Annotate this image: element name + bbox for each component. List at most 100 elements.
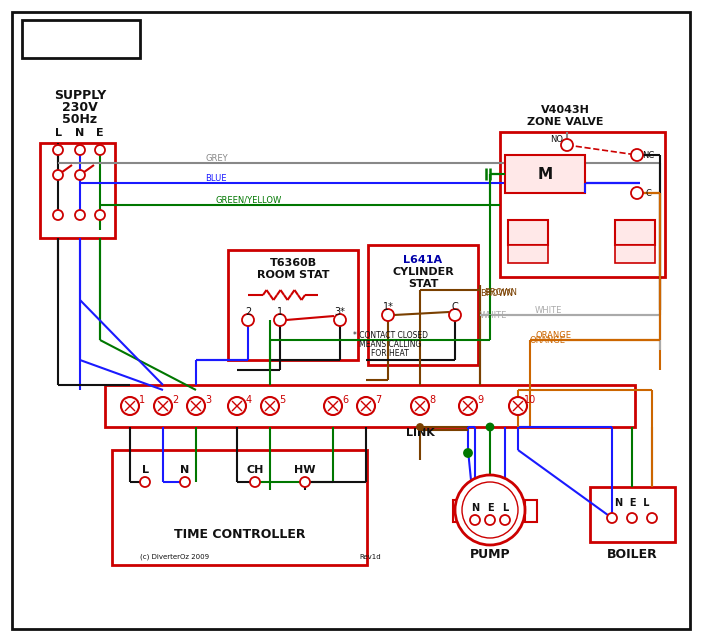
Text: L641A: L641A xyxy=(404,255,442,265)
Circle shape xyxy=(382,309,394,321)
Bar xyxy=(105,385,635,427)
Text: NO: NO xyxy=(550,135,564,144)
Text: 2: 2 xyxy=(245,307,251,317)
Circle shape xyxy=(250,477,260,487)
Circle shape xyxy=(242,314,254,326)
Text: Rev1d: Rev1d xyxy=(359,554,380,560)
Text: 50Hz: 50Hz xyxy=(62,113,98,126)
Circle shape xyxy=(53,170,63,180)
Text: 3: 3 xyxy=(205,395,211,405)
Circle shape xyxy=(417,424,423,430)
Text: 1: 1 xyxy=(139,395,145,405)
Text: BLUE: BLUE xyxy=(205,174,227,183)
Text: C: C xyxy=(645,188,651,197)
Text: E: E xyxy=(486,503,494,513)
Circle shape xyxy=(53,145,63,155)
Bar xyxy=(508,245,548,263)
Bar xyxy=(112,450,367,565)
Bar xyxy=(525,500,537,522)
Text: * CONTACT CLOSED: * CONTACT CLOSED xyxy=(352,331,428,340)
Text: ROOM STAT: ROOM STAT xyxy=(257,270,329,280)
Text: HW: HW xyxy=(294,465,316,475)
Circle shape xyxy=(464,449,472,457)
Circle shape xyxy=(187,397,205,415)
Text: CH: CH xyxy=(246,465,264,475)
Text: N: N xyxy=(75,128,85,138)
Circle shape xyxy=(53,210,63,220)
Bar xyxy=(22,20,140,58)
Bar xyxy=(40,143,115,238)
Circle shape xyxy=(95,145,105,155)
Text: PUMP: PUMP xyxy=(470,549,510,562)
Bar xyxy=(615,220,655,245)
Text: FOR HEAT: FOR HEAT xyxy=(371,349,409,358)
Text: T6360B: T6360B xyxy=(270,258,317,268)
Text: 4: 4 xyxy=(246,395,252,405)
Circle shape xyxy=(357,397,375,415)
Circle shape xyxy=(75,210,85,220)
Text: V4043H: V4043H xyxy=(541,105,590,115)
Circle shape xyxy=(411,397,429,415)
Bar xyxy=(508,220,548,245)
Circle shape xyxy=(561,139,573,151)
Text: ZONE VALVE: ZONE VALVE xyxy=(526,117,603,127)
Text: E: E xyxy=(96,128,104,138)
Text: 3*: 3* xyxy=(335,307,345,317)
Circle shape xyxy=(95,210,105,220)
Text: NC: NC xyxy=(642,151,654,160)
Text: 7: 7 xyxy=(375,395,381,405)
Circle shape xyxy=(509,397,527,415)
Circle shape xyxy=(449,309,461,321)
Text: 1: 1 xyxy=(277,307,283,317)
Circle shape xyxy=(274,314,286,326)
Text: BOILER: BOILER xyxy=(607,549,657,562)
Text: 2: 2 xyxy=(172,395,178,405)
Circle shape xyxy=(485,515,495,525)
Text: STAT: STAT xyxy=(408,279,438,289)
Text: LINK: LINK xyxy=(406,428,435,438)
Circle shape xyxy=(470,515,480,525)
Text: MEANS CALLING: MEANS CALLING xyxy=(359,340,421,349)
Circle shape xyxy=(500,515,510,525)
Circle shape xyxy=(121,397,139,415)
Circle shape xyxy=(180,477,190,487)
Text: 10: 10 xyxy=(524,395,536,405)
Bar xyxy=(368,245,478,365)
Circle shape xyxy=(647,513,657,523)
Circle shape xyxy=(631,149,643,161)
Text: GREEN/YELLOW: GREEN/YELLOW xyxy=(215,196,282,204)
Text: (c) DiverterOz 2009: (c) DiverterOz 2009 xyxy=(140,554,209,560)
Circle shape xyxy=(228,397,246,415)
Text: BROWN: BROWN xyxy=(484,288,517,297)
Circle shape xyxy=(75,145,85,155)
Text: N: N xyxy=(180,465,190,475)
Circle shape xyxy=(75,170,85,180)
Circle shape xyxy=(324,397,342,415)
Text: 6: 6 xyxy=(342,395,348,405)
Bar xyxy=(615,245,655,263)
Text: 230V: 230V xyxy=(62,101,98,113)
Circle shape xyxy=(462,482,518,538)
Circle shape xyxy=(261,397,279,415)
Circle shape xyxy=(607,513,617,523)
Text: WHITE: WHITE xyxy=(480,310,508,319)
Bar xyxy=(500,132,665,277)
Text: L: L xyxy=(142,465,149,475)
Text: ORANGE: ORANGE xyxy=(535,331,571,340)
Circle shape xyxy=(140,477,150,487)
Text: CYLINDER: CYLINDER xyxy=(392,267,454,277)
Text: C: C xyxy=(451,302,458,312)
Bar xyxy=(228,250,358,360)
Bar xyxy=(453,500,465,522)
Text: 'C' PLAN: 'C' PLAN xyxy=(39,30,123,48)
Circle shape xyxy=(631,187,643,199)
Circle shape xyxy=(300,477,310,487)
Text: N: N xyxy=(471,503,479,513)
Text: BROWN: BROWN xyxy=(480,288,513,297)
Circle shape xyxy=(459,397,477,415)
Text: GREY: GREY xyxy=(205,153,227,163)
Bar xyxy=(505,155,585,193)
Bar xyxy=(590,487,675,542)
Text: L: L xyxy=(55,128,62,138)
Text: 1*: 1* xyxy=(383,302,393,312)
